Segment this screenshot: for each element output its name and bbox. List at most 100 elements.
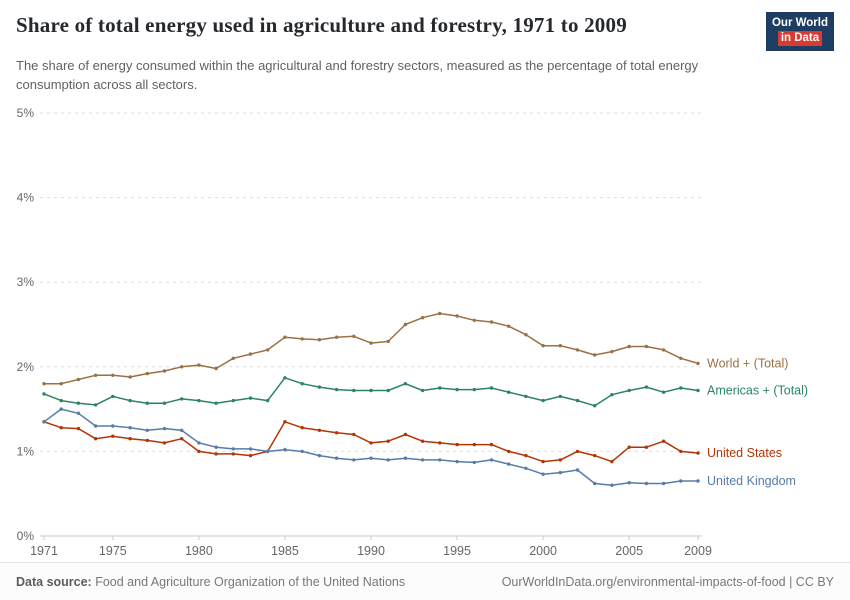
series-point-united-kingdom (93, 423, 98, 428)
series-point-americas-total (558, 394, 562, 398)
footer-link[interactable]: OurWorldInData.org/environmental-impacts… (501, 574, 834, 589)
series-point-united-states (627, 445, 631, 449)
series-point-americas-total (593, 403, 597, 407)
series-point-americas-total (231, 398, 235, 402)
series-point-united-kingdom (214, 445, 218, 449)
series-point-united-kingdom (472, 460, 476, 464)
series-end-label-world-total: World + (Total) (707, 356, 788, 370)
series-point-americas-total (180, 396, 184, 401)
series-point-united-kingdom (197, 440, 201, 445)
series-point-world-total (283, 335, 287, 339)
chart-header: Share of total energy used in agricultur… (0, 0, 850, 95)
x-tick-label-2005: 2005 (615, 544, 643, 558)
page-title: Share of total energy used in agricultur… (16, 13, 627, 37)
series-point-americas-total (438, 385, 442, 390)
series-point-americas-total (472, 387, 476, 391)
y-tick-label-2: 2% (17, 359, 35, 373)
series-point-americas-total (162, 401, 167, 405)
series-point-united-kingdom (162, 426, 167, 430)
series-point-world-total (472, 318, 476, 322)
series-point-americas-total (300, 381, 304, 385)
series-point-americas-total (283, 375, 287, 380)
owid-logo[interactable]: Our World in Data (765, 12, 834, 51)
series-point-americas-total (541, 398, 545, 402)
series-point-americas-total (507, 390, 511, 394)
series-point-americas-total (420, 388, 425, 392)
series-point-united-kingdom (231, 446, 235, 451)
series-point-world-total (679, 356, 683, 360)
series-point-united-kingdom (696, 478, 700, 483)
owid-logo-line2: in Data (777, 30, 823, 46)
y-tick-label-5: 5% (17, 106, 35, 120)
series-point-americas-total (197, 398, 201, 402)
series-point-united-kingdom (403, 456, 408, 460)
series-point-united-kingdom (386, 457, 390, 462)
series-point-united-states (352, 432, 356, 436)
x-tick-label-2000: 2000 (529, 544, 557, 558)
series-point-world-total (128, 374, 132, 379)
series-point-united-kingdom (352, 457, 356, 462)
series-end-label-united-kingdom: United Kingdom (707, 474, 796, 488)
series-point-united-states (93, 436, 98, 440)
series-point-world-total (180, 364, 184, 369)
data-source: Data source: Food and Agriculture Organi… (16, 575, 405, 589)
series-point-world-total (610, 349, 614, 353)
series-point-world-total (644, 344, 649, 348)
data-source-text: Food and Agriculture Organization of the… (91, 574, 406, 589)
series-point-world-total (661, 347, 666, 352)
series-point-united-kingdom (283, 447, 287, 451)
series-point-world-total (558, 343, 562, 347)
series-point-united-states (679, 449, 683, 453)
series-point-world-total (162, 368, 167, 373)
series-point-united-kingdom (507, 461, 511, 466)
series-point-world-total (111, 373, 115, 377)
chart-area: 0% 1% 2% 3% 4% 5% 1971 1975 1980 1985 1990 1995 2000… (0, 99, 850, 570)
owid-logo-line1: Our World (771, 17, 828, 29)
series-point-world-total (42, 381, 46, 385)
chart-footer: Data source: Food and Agriculture Organi… (0, 562, 850, 600)
series-point-world-total (93, 373, 98, 377)
series-point-united-kingdom (627, 480, 631, 484)
series-point-united-states (369, 440, 373, 445)
series-point-united-states (507, 449, 511, 453)
series-point-world-total (627, 344, 631, 348)
series-point-world-total (352, 334, 356, 338)
series-point-world-total (507, 324, 511, 328)
series-point-americas-total (76, 401, 81, 405)
series-point-world-total (696, 361, 700, 365)
series-point-world-total (593, 352, 597, 357)
series-point-united-kingdom (644, 481, 649, 485)
series-point-united-states (575, 449, 580, 453)
series-point-united-states (472, 442, 476, 446)
series-point-world-total (317, 337, 322, 341)
series-point-united-states (661, 439, 666, 443)
x-tick-label-1990: 1990 (357, 544, 385, 558)
y-tick-label-4: 4% (17, 190, 35, 204)
series-point-united-kingdom (334, 456, 339, 460)
series-point-americas-total (524, 394, 528, 398)
series-point-americas-total (93, 402, 98, 407)
y-tick-label-1: 1% (17, 444, 35, 458)
series-point-united-states (162, 440, 167, 445)
series-point-united-states (197, 449, 201, 453)
series-point-united-kingdom (42, 419, 46, 424)
series-point-united-kingdom (489, 457, 494, 462)
series-point-world-total (369, 340, 373, 345)
series-point-americas-total (248, 395, 253, 400)
series-point-world-total (145, 371, 149, 375)
series-line-world-total (43, 312, 699, 385)
series-point-united-states (59, 425, 63, 429)
series-point-world-total (197, 362, 201, 367)
series-point-united-kingdom (111, 423, 115, 428)
series-point-united-kingdom (300, 449, 304, 453)
series-point-americas-total (403, 381, 408, 385)
series-point-united-states (334, 430, 339, 435)
series-point-united-states (300, 425, 304, 429)
series-point-united-kingdom (369, 456, 373, 460)
series-point-world-total (59, 381, 63, 385)
series-point-world-total (300, 336, 304, 341)
series-end-label-americas-total: Americas + (Total) (707, 383, 808, 397)
series-point-united-kingdom (128, 425, 132, 429)
series-point-world-total (266, 347, 270, 352)
